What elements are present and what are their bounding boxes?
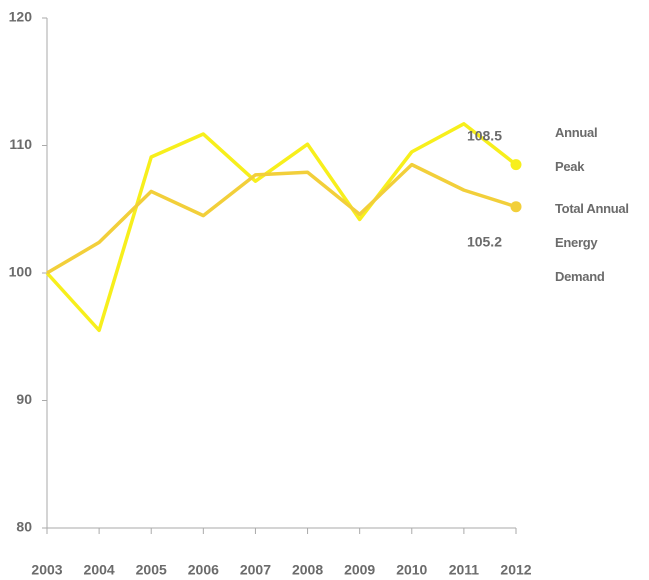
- x-tick-label: 2003: [31, 562, 62, 578]
- y-tick-label: 100: [9, 264, 33, 280]
- x-tick-label: 2012: [500, 562, 531, 578]
- x-tick-label: 2007: [240, 562, 271, 578]
- end-dot: [510, 201, 522, 213]
- line: [46, 162, 517, 275]
- y-tick-label: 80: [16, 519, 32, 535]
- end-dot: [510, 159, 522, 171]
- end-value-label: 108.5: [467, 127, 502, 143]
- x-tick-label: 2008: [292, 562, 323, 578]
- x-tick-label: 2009: [344, 562, 375, 578]
- y-tick-label: 120: [9, 9, 33, 25]
- x-tick-label: 2005: [136, 562, 167, 578]
- y-tick-label: 110: [9, 136, 32, 152]
- x-tick-label: 2004: [84, 562, 115, 578]
- x-tick-label: 2010: [396, 562, 427, 578]
- line: [45, 122, 518, 333]
- x-tick-label: 2011: [449, 562, 480, 578]
- end-value-label: 105.2: [467, 233, 502, 249]
- x-tick-label: 2006: [188, 562, 219, 578]
- y-tick-label: 90: [16, 391, 32, 407]
- legend-entry: Total Annual Energy Demand: [555, 201, 629, 284]
- legend-entry: Annual Peak: [555, 125, 598, 174]
